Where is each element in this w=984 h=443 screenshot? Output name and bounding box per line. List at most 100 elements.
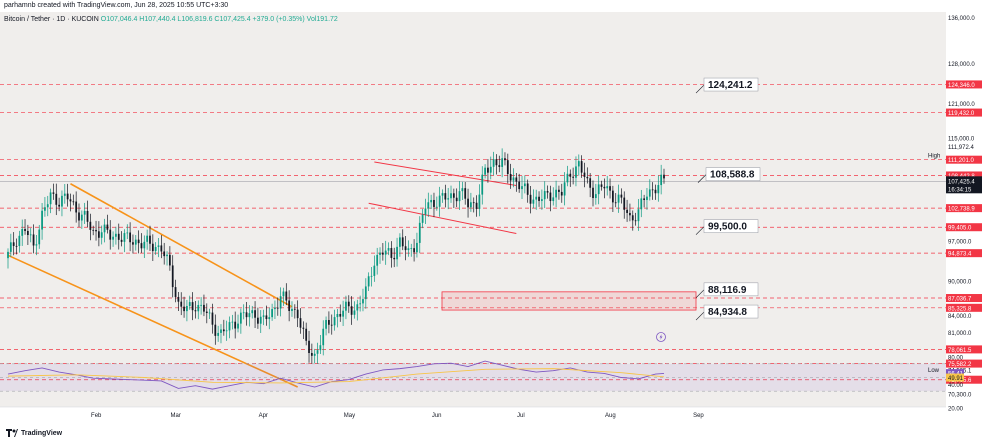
- candle-body: [259, 316, 262, 324]
- time-tick-3: May: [344, 413, 355, 419]
- candle-body: [589, 178, 592, 188]
- candle-body: [177, 296, 180, 302]
- candle-body: [237, 323, 239, 329]
- candle-body: [441, 193, 444, 196]
- candle-body: [276, 307, 279, 309]
- candle-body: [526, 183, 529, 195]
- time-tick-1: Mar: [171, 413, 181, 419]
- candle-body: [35, 244, 38, 246]
- candle-body: [183, 306, 185, 312]
- level-tag-bg-6: [946, 249, 982, 258]
- demand-zone: [441, 291, 697, 311]
- candle-body: [612, 190, 614, 203]
- channel-upper-line: [70, 183, 293, 308]
- candle-body: [129, 232, 131, 243]
- candle-body: [359, 303, 362, 305]
- time-tick-6: Aug: [605, 413, 616, 419]
- candle-body: [433, 199, 435, 207]
- created-by: parhamnb created with TradingView.com, J…: [4, 2, 229, 9]
- tradingview-logo-icon: [6, 429, 18, 437]
- demand-zone-box: [441, 291, 697, 311]
- candle-body: [461, 188, 464, 192]
- candle-body: [86, 210, 89, 222]
- candle-body: [208, 312, 211, 314]
- candle-body: [188, 302, 191, 306]
- candle-body: [592, 187, 594, 199]
- candle-body: [336, 314, 339, 318]
- candle-body: [626, 209, 628, 213]
- candle-body: [296, 309, 299, 319]
- time-tick-0: Feb: [91, 413, 102, 419]
- rsi-current-bg: [946, 369, 964, 378]
- candle-body: [106, 224, 109, 230]
- candle-body: [52, 192, 55, 194]
- countdown-tag: 16:34:15: [948, 187, 972, 193]
- time-tick-7: Sep: [693, 413, 704, 419]
- candle-body: [506, 160, 509, 174]
- annotation-label-0: 124,241.2: [708, 80, 753, 91]
- candle-body: [251, 310, 254, 314]
- candle-body: [132, 242, 134, 245]
- candle-body: [222, 329, 225, 332]
- candle-body: [63, 193, 66, 196]
- flag-lower-line: [368, 202, 517, 235]
- alert-icon[interactable]: [656, 332, 666, 342]
- candle-body: [26, 230, 29, 236]
- candle-body: [242, 312, 245, 314]
- rsi-ma-line: [7, 368, 665, 384]
- candle-body: [583, 172, 586, 177]
- candle-body: [640, 198, 643, 210]
- candle-body: [117, 233, 120, 240]
- candle-body: [452, 193, 455, 198]
- candle-body: [523, 183, 526, 187]
- annotation-label-3: 88,116.9: [708, 285, 747, 296]
- candle-body: [379, 252, 381, 255]
- candle-body: [157, 245, 160, 248]
- price-tick-7: 84,000.0: [948, 314, 972, 320]
- candle-body: [58, 204, 60, 207]
- time-tick-4: Jun: [432, 413, 442, 419]
- candle-body: [418, 222, 421, 243]
- annotation-box-3: [703, 282, 759, 297]
- candle-body: [112, 236, 114, 240]
- candle-body: [594, 194, 597, 199]
- price-tick-6: 90,000.0: [948, 280, 972, 286]
- level-tag-7: 87,036.7: [948, 297, 972, 303]
- level-tag-1: 119,432.0: [948, 111, 975, 117]
- candle-body: [328, 320, 330, 325]
- tradingview-footer[interactable]: TradingView: [6, 429, 62, 437]
- time-axis: Feb Mar Apr May Jun Jul Aug Sep: [0, 406, 946, 419]
- candle-body: [9, 242, 12, 252]
- channel-lower-line: [7, 254, 298, 388]
- candle-body: [345, 301, 347, 311]
- candle-body: [12, 242, 15, 246]
- candle-body: [115, 233, 117, 237]
- symbol-name: Bitcoin / Tether · 1D · KUCOIN: [4, 16, 99, 23]
- candle-body: [623, 197, 626, 210]
- candle-body: [631, 215, 634, 221]
- candle-body: [603, 186, 606, 189]
- candle-body: [543, 191, 546, 200]
- candle-body: [274, 307, 276, 310]
- candle-body: [381, 252, 384, 255]
- lightning-icon: [659, 334, 663, 340]
- candle-body: [254, 310, 256, 318]
- candle-body: [660, 174, 663, 186]
- candle-body: [404, 246, 407, 251]
- candle-body: [299, 318, 302, 328]
- candle-body: [197, 304, 200, 312]
- candle-body: [186, 305, 188, 312]
- candle-body: [279, 296, 282, 309]
- candle-body: [606, 186, 609, 189]
- symbol-legend[interactable]: Bitcoin / Tether · 1D · KUCOIN O107,046.…: [4, 16, 338, 23]
- candle-body: [657, 185, 660, 194]
- candle-body: [154, 247, 157, 252]
- candle-body: [146, 235, 149, 242]
- candle-body: [518, 181, 521, 190]
- candle-body: [617, 194, 620, 203]
- price-annotations[interactable]: 124,241.2 108,588.8 99,500.0 88,116.9 84,934…: [695, 77, 761, 321]
- candle-body: [529, 194, 532, 204]
- price-tick-5: 97,000.0: [948, 239, 972, 245]
- candle-body: [293, 308, 296, 310]
- candle-body: [521, 186, 523, 190]
